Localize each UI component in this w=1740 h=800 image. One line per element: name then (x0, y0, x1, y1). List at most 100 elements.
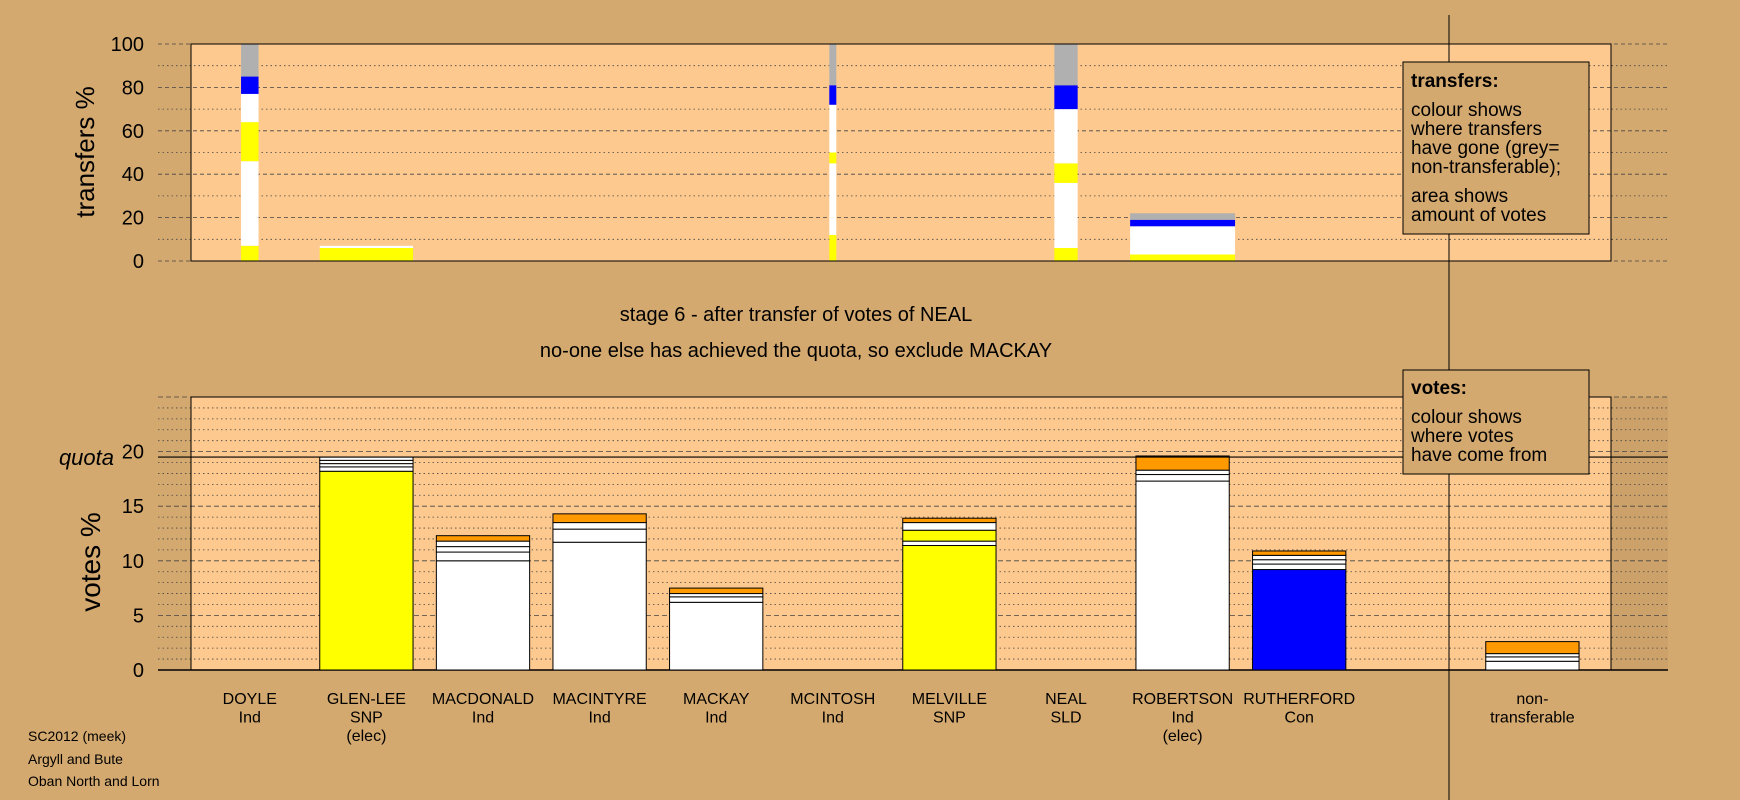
votes-bar-segment (435, 551, 531, 562)
transfers-legend-line: colour shows (1411, 100, 1522, 121)
votes-legend-box (1402, 369, 1590, 475)
candidate-label-text: (elec) (346, 728, 386, 745)
votes-bar-segment (1135, 455, 1230, 471)
transfers-bar-segment (1130, 213, 1236, 220)
transfers-bar-segment (1054, 44, 1078, 86)
candidate-label-text: Ind (705, 710, 727, 727)
votes-legend: votes: colour shows where votes have com… (1402, 369, 1590, 475)
footer-council: Argyll and Bute (28, 751, 123, 767)
votes-bars (319, 455, 1580, 671)
transfers-bar-segment (829, 163, 837, 235)
candidate-label-text: RUTHERFORD (1243, 691, 1355, 708)
transfers-bar-segment (829, 85, 837, 105)
votes-bar-segment (319, 470, 414, 671)
votes-bar-segment (902, 522, 997, 531)
votes-bar-segment (1135, 480, 1230, 671)
votes-bar-segment (902, 529, 997, 542)
votes-y-ticks: 0 5 10 15 20 (122, 442, 144, 682)
transfers-legend-line: non-transferable); (1411, 157, 1561, 178)
votes-y-tick-label: 10 (122, 551, 144, 573)
votes-bar-segment (1485, 660, 1580, 671)
votes-bar-segment (552, 522, 647, 530)
votes-bar-segment (669, 601, 764, 671)
transfers-bar-segment (241, 76, 259, 94)
votes-bar-segment (435, 535, 531, 542)
transfers-bar-segment (829, 104, 837, 153)
transfers-bar-segment (829, 44, 837, 86)
votes-bar-segment (1252, 554, 1347, 561)
votes-bar-segment (552, 528, 647, 543)
candidate-label-text: GLEN-LEE (327, 691, 406, 708)
transfers-bar-segment (1130, 226, 1236, 255)
transfers-bar-segment (1054, 163, 1078, 183)
votes-bar-segment (435, 540, 531, 548)
candidate-label-text: MACINTYRE (552, 691, 646, 708)
votes-legend-line: colour shows (1411, 407, 1522, 428)
transfers-bar-segment (1054, 182, 1078, 248)
votes-plot-area (191, 397, 1611, 670)
candidate-label-text: NEAL (1045, 691, 1087, 708)
transfers-bar-segment (829, 152, 837, 164)
candidate-label-text: Ind (588, 710, 610, 727)
quota-label: quota (59, 445, 114, 470)
stage-subtitle: no-one else has achieved the quota, so e… (540, 340, 1052, 362)
transfers-bar-segment (1054, 109, 1078, 164)
votes-bar-segment (1252, 569, 1347, 671)
votes-bar-segment (1135, 469, 1230, 476)
candidate-label-text: SNP (933, 710, 966, 727)
candidate-label-text: DOYLE (223, 691, 277, 708)
transfers-legend-line: have gone (grey= (1411, 138, 1559, 159)
transfers-plot-frame (190, 43, 1612, 262)
votes-plot-frame (190, 396, 1612, 671)
nontransferable-label-line2: transferable (1490, 710, 1575, 727)
transfers-legend-line: area shows (1411, 186, 1508, 207)
transfers-bar-segment (241, 161, 259, 246)
votes-y-tick-label: 15 (122, 496, 144, 518)
transfers-bar-segment (241, 245, 259, 261)
transfers-bar-segment (241, 93, 259, 123)
transfers-y-tick-label: 0 (133, 251, 144, 273)
votes-y-tick-label: 5 (133, 605, 144, 627)
nontransferable-label-line1: non- (1516, 691, 1548, 708)
footer-ward: Oban North and Lorn (28, 773, 160, 789)
votes-bar-segment (1485, 641, 1580, 655)
transfers-legend-title: transfers: (1411, 71, 1499, 92)
votes-legend-title: votes: (1411, 378, 1467, 399)
transfers-bar-segment (1054, 247, 1078, 261)
transfers-legend-line: amount of votes (1411, 205, 1546, 226)
footer-election: SC2012 (meek) (28, 728, 127, 744)
transfers-bar-segment (319, 247, 414, 261)
transfers-y-axis-label: transfers % (70, 86, 100, 218)
votes-bar-segment (552, 513, 647, 524)
transfers-y-ticks: 0 20 40 60 80 100 (111, 34, 144, 273)
votes-bar-segment (1252, 559, 1347, 565)
transfers-chart: 0 20 40 60 80 100 transfers % (70, 34, 1668, 273)
transfers-y-tick-label: 60 (122, 121, 144, 143)
votes-y-tick-label: 0 (133, 660, 144, 682)
candidate-label-text: SNP (350, 710, 383, 727)
candidate-label-text: MELVILLE (912, 691, 987, 708)
candidate-label-text: MCINTOSH (790, 691, 875, 708)
votes-bar-segment (902, 540, 997, 547)
candidate-label-text: Ind (1171, 710, 1193, 727)
transfers-y-tick-label: 80 (122, 77, 144, 99)
transfers-bar-segment (829, 234, 837, 261)
candidate-labels: DOYLEIndGLEN-LEESNP(elec)MACDONALDIndMAC… (223, 691, 1356, 745)
votes-bar-segment (1252, 550, 1347, 556)
votes-y-tick-label: 20 (122, 442, 144, 464)
candidate-label-text: Ind (239, 710, 261, 727)
transfers-bar-segment (319, 245, 414, 248)
candidate-label-text: MACDONALD (432, 691, 534, 708)
candidate-label-text: Ind (822, 710, 844, 727)
votes-bar-segment (319, 466, 414, 472)
transfers-bar-segment (1130, 254, 1236, 261)
transfers-bars (241, 44, 1236, 261)
candidate-label-text: ROBERTSON (1132, 691, 1233, 708)
votes-legend-line: where votes (1410, 426, 1513, 447)
stage-title: stage 6 - after transfer of votes of NEA… (620, 304, 972, 326)
votes-legend-line: have come from (1411, 445, 1547, 466)
votes-bar-segment (1252, 563, 1347, 571)
transfers-y-tick-label: 100 (111, 34, 144, 56)
votes-bar-segment (1485, 656, 1580, 662)
